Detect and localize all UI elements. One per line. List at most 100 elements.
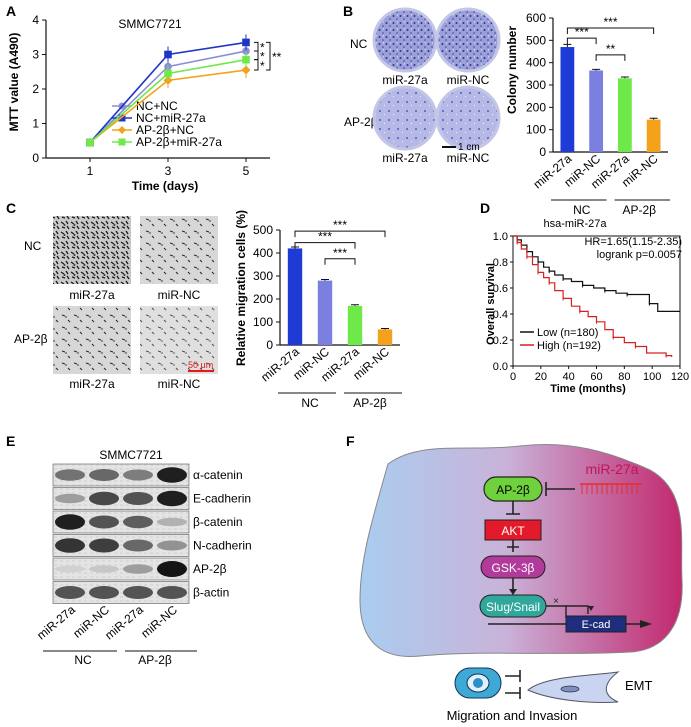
- b-errorbar: [620, 76, 629, 79]
- panel-b-col-label-1: miR-27a: [382, 73, 428, 87]
- panel-b-ylabel: Colony number: [505, 26, 519, 114]
- a-legend-label: NC+NC: [136, 99, 178, 113]
- e-blot-strip: [52, 557, 190, 581]
- a-legend-label: AP-2β+miR-27a: [136, 135, 222, 149]
- d-ytick-label: 0.6: [493, 283, 508, 295]
- panel-e-western-blot: SMMC7721 α-catenin E-cadherin β-catenin N-c…: [34, 448, 252, 667]
- e-blot-band: [123, 586, 153, 599]
- e-blot-band: [157, 467, 187, 483]
- panel-f-diagram: miR-27a AP-2β AKT GSK-3β Slug/Snail × E-…: [359, 443, 683, 723]
- a-ytick-label: 1: [32, 117, 39, 131]
- a-sig-star: *: [260, 41, 265, 55]
- a-sig-star: **: [272, 50, 282, 64]
- f-emt-label: EMT: [625, 678, 653, 693]
- c-sig-label: ***: [318, 230, 332, 244]
- panel-c-col-label-3: miR-27a: [69, 377, 115, 391]
- e-protein-label: β-actin: [193, 586, 229, 600]
- c-ytick-label: 400: [253, 246, 273, 260]
- d-xtick-label: 120: [671, 371, 689, 383]
- a-sig-star: *: [260, 59, 265, 73]
- e-blot-band: [123, 515, 153, 529]
- a-xtick-label: 5: [243, 164, 250, 178]
- b-ytick-label: 300: [526, 78, 546, 92]
- a-point: [242, 55, 250, 64]
- b-bar: [560, 47, 575, 152]
- e-blot-band: [157, 561, 187, 577]
- b-bar: [617, 78, 632, 152]
- e-blot-band: [157, 586, 187, 599]
- c-errorbar: [321, 278, 329, 281]
- f-slug-label: Slug/Snail: [486, 600, 540, 614]
- f-gsk-label: GSK-3β: [492, 561, 535, 575]
- panel-d: hsa-miR-27a HR=1.65(1.15-2.35) logrank p…: [485, 218, 689, 395]
- panel-letter-b: B: [343, 3, 353, 19]
- migration-image-nc-mir27a: [53, 216, 131, 284]
- f-bottom-label: Migration and Invasion: [447, 708, 578, 723]
- b-ytick-label: 100: [526, 123, 546, 137]
- panel-b: NC AP-2β miR-27a miR-NC miR-27a miR-NC 1…: [344, 7, 670, 217]
- a-point: [242, 38, 250, 47]
- b-ytick-label: 600: [526, 11, 546, 25]
- b-sig-label: ***: [575, 25, 589, 39]
- panel-letter-a: A: [6, 3, 16, 19]
- panel-c-ylabel: Relative migration cells (%): [234, 210, 248, 366]
- panel-c: NC AP-2β miR-27a miR-NC miR-27a miR-NC 5…: [14, 210, 402, 410]
- colony-dish-nc-mir27a: [372, 7, 438, 73]
- panel-d-xlabel: Time (months): [550, 383, 626, 395]
- d-ytick-label: 1.0: [493, 231, 508, 243]
- panel-d-logrank: logrank p=0.0057: [597, 249, 682, 261]
- a-xtick-label: 1: [87, 164, 94, 178]
- panel-letter-d: D: [480, 200, 490, 216]
- e-blot-band: [55, 565, 85, 573]
- f-arrowhead-1: [509, 589, 517, 595]
- panel-c-col-label-2: miR-NC: [158, 288, 201, 302]
- panel-c-scale-label: 50 μm: [188, 360, 213, 370]
- d-ytick-label: 0.8: [493, 257, 508, 269]
- e-protein-label: α-catenin: [193, 468, 243, 482]
- f-inhibit-emt-bottom: [505, 687, 521, 699]
- a-sig-bracket: [254, 50, 259, 61]
- c-group-label: NC: [301, 396, 319, 410]
- a-legend-marker: [118, 126, 126, 134]
- e-group-label: NC: [74, 653, 92, 667]
- a-sig-bracket: [254, 59, 259, 71]
- a-xtick-label: 3: [165, 164, 172, 178]
- e-blot-band: [123, 469, 153, 481]
- migration-image-ap2b-mirnc: [140, 306, 218, 374]
- c-ytick-label: 100: [253, 315, 273, 329]
- panel-a-xlabel: Time (days): [132, 179, 198, 193]
- b-ytick-label: 0: [539, 145, 546, 159]
- c-sig-bracket: [294, 242, 356, 249]
- e-blot-band: [157, 490, 187, 507]
- e-blot-band: [89, 491, 119, 506]
- f-akt-label: AKT: [501, 524, 525, 538]
- panel-letter-e: E: [6, 433, 15, 449]
- f-ecad-label: E-cad: [582, 619, 611, 631]
- d-ytick-label: 0.4: [493, 309, 508, 321]
- panel-b-row-label-ap2b: AP-2β: [344, 115, 378, 129]
- f-arrowhead-3: [640, 620, 652, 628]
- a-sig-bracket: [254, 41, 259, 52]
- c-bar: [377, 329, 393, 345]
- e-blot-band: [55, 493, 85, 504]
- f-ecad-gene: [565, 615, 627, 633]
- e-protein-label: β-catenin: [193, 515, 243, 529]
- e-blot-strip: [52, 534, 190, 557]
- d-xtick-label: 0: [510, 371, 516, 383]
- c-sig-bracket: [324, 258, 356, 265]
- e-blot-band: [123, 492, 153, 505]
- panel-b-row-label-nc: NC: [350, 37, 368, 51]
- f-inhibit-akt-gsk: [507, 540, 519, 552]
- e-blot-band: [55, 514, 85, 530]
- f-ap2b-label: AP-2β: [496, 483, 530, 497]
- f-inhibit-mir-ap2b: [545, 482, 575, 496]
- c-ytick-label: 300: [253, 269, 273, 283]
- a-point: [241, 65, 251, 75]
- c-bar: [317, 280, 333, 345]
- f-epithelial-cell: [454, 667, 502, 699]
- panel-letter-f: F: [346, 433, 355, 449]
- a-legend-label: AP-2β+NC: [136, 123, 194, 137]
- d-xtick-label: 20: [535, 371, 547, 383]
- panel-c-row-label-nc: NC: [24, 239, 42, 253]
- e-blot-band: [89, 586, 119, 599]
